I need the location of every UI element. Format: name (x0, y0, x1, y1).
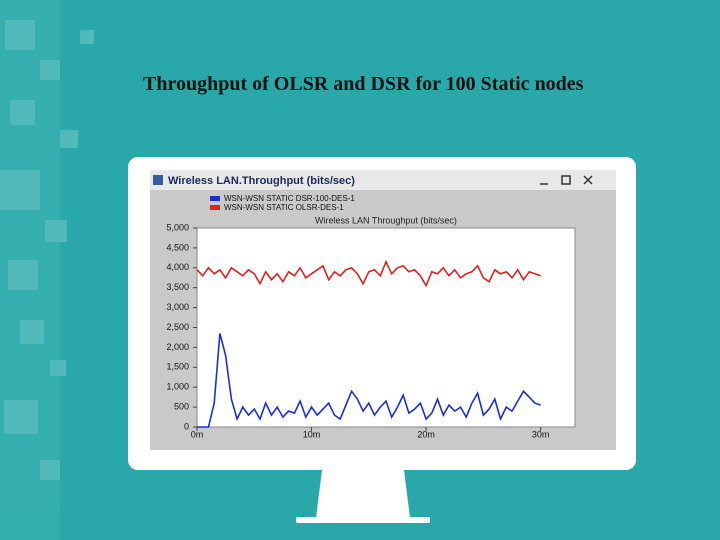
y-tick-label: 3,500 (166, 282, 189, 292)
title-bar (150, 170, 616, 190)
y-tick-label: 5,000 (166, 222, 189, 232)
line-series (196, 259, 541, 288)
decoration (0, 0, 94, 540)
x-tick-label: 10m (303, 429, 321, 439)
plot-title: Wireless LAN Throughput (bits/sec) (315, 215, 457, 225)
x-tick-label: 30m (532, 429, 550, 439)
slide-title: Throughput of OLSR and DSR for 100 Stati… (143, 73, 584, 95)
y-tick-label: 2,000 (166, 342, 189, 352)
legend-label: WSN-WSN STATIC DSR-100-DES-1 (224, 194, 355, 203)
y-tick-label: 500 (174, 401, 189, 411)
y-tick-label: 1,000 (166, 382, 189, 392)
x-tick-label: 20m (417, 429, 435, 439)
y-tick-label: 0 (184, 421, 189, 431)
legend-swatch (210, 205, 220, 210)
legend-swatch (210, 196, 220, 201)
y-tick-label: 4,500 (166, 242, 189, 252)
window-title: Wireless LAN.Throughput (bits/sec) (168, 175, 355, 187)
window-icon (153, 175, 163, 185)
y-tick-label: 2,500 (166, 322, 189, 332)
x-tick-label: 0m (191, 429, 204, 439)
plot-area (196, 227, 576, 428)
window-controls (540, 175, 593, 185)
y-tick-label: 1,500 (166, 362, 189, 372)
legend-label: WSN-WSN STATIC OLSR-DES-1 (224, 203, 344, 212)
y-tick-label: 4,000 (166, 262, 189, 272)
line-series (197, 333, 541, 428)
y-tick-label: 3,000 (166, 302, 189, 312)
